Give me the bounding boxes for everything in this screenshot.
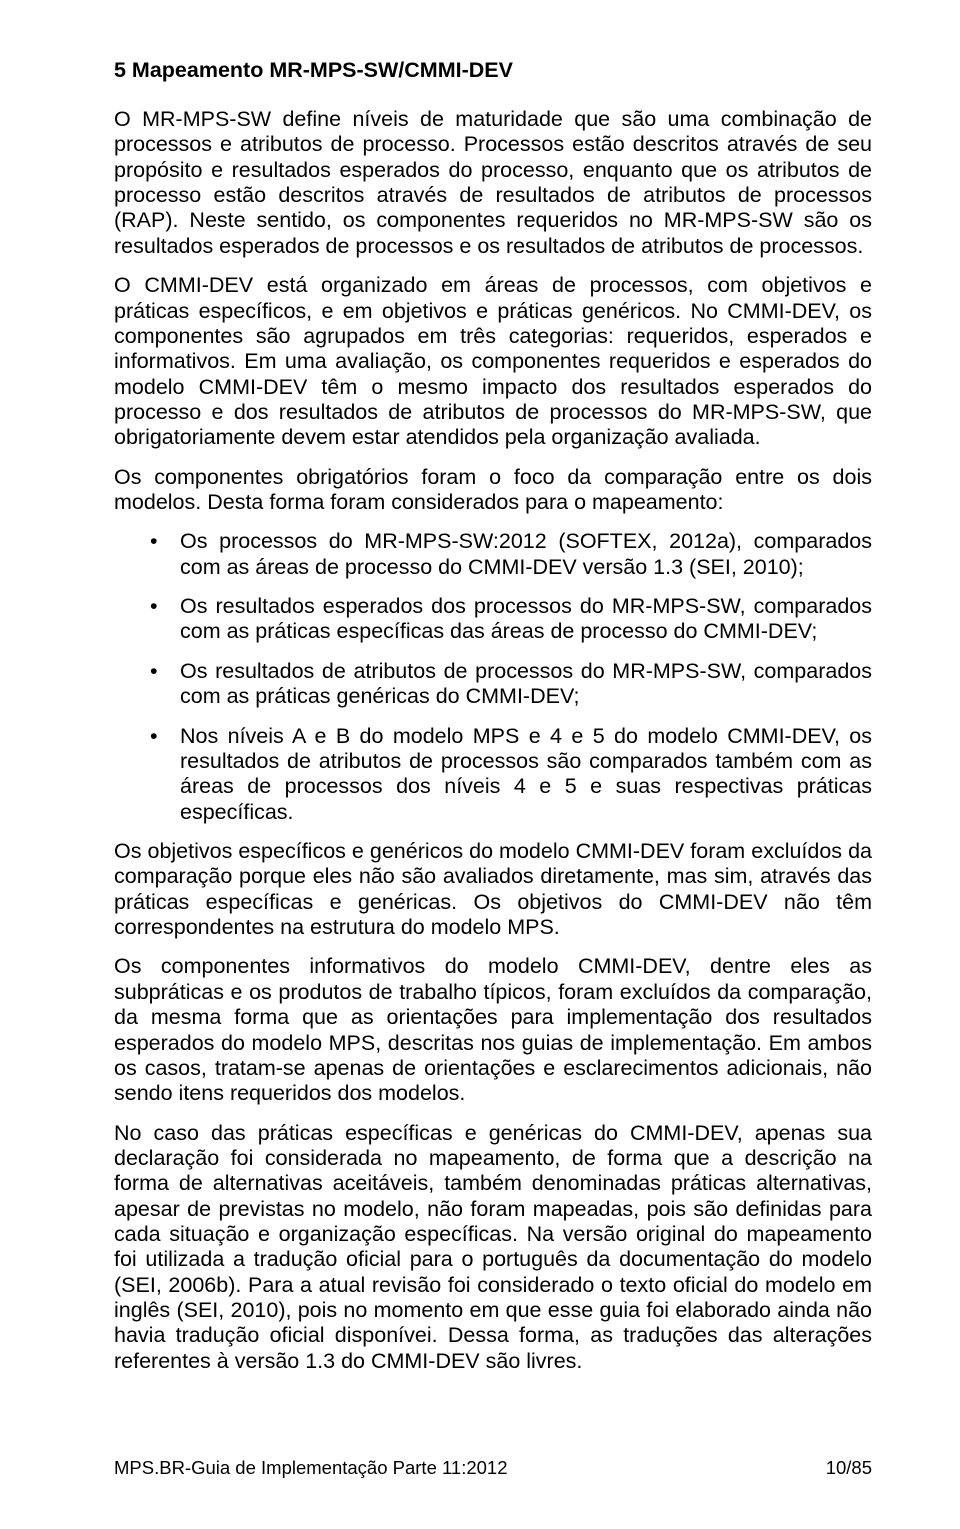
page: 5 Mapeamento MR-MPS-SW/CMMI-DEV O MR-MPS… [0, 0, 960, 1529]
bullet-item: Os resultados esperados dos processos do… [114, 594, 872, 645]
paragraph: Os objetivos específicos e genéricos do … [114, 839, 872, 940]
footer-right: 10/85 [826, 1457, 872, 1479]
paragraph: No caso das práticas específicas e genér… [114, 1121, 872, 1375]
paragraph: Os componentes obrigatórios foram o foco… [114, 465, 872, 516]
bullet-list: Os processos do MR-MPS-SW:2012 (SOFTEX, … [114, 529, 872, 825]
page-footer: MPS.BR-Guia de Implementação Parte 11:20… [114, 1457, 872, 1479]
footer-left: MPS.BR-Guia de Implementação Parte 11:20… [114, 1457, 508, 1479]
bullet-item: Os resultados de atributos de processos … [114, 659, 872, 710]
paragraph: O MR-MPS-SW define níveis de maturidade … [114, 107, 872, 259]
section-heading: 5 Mapeamento MR-MPS-SW/CMMI-DEV [114, 58, 872, 83]
bullet-item: Nos níveis A e B do modelo MPS e 4 e 5 d… [114, 724, 872, 825]
paragraph: Os componentes informativos do modelo CM… [114, 954, 872, 1106]
bullet-item: Os processos do MR-MPS-SW:2012 (SOFTEX, … [114, 529, 872, 580]
paragraph: O CMMI-DEV está organizado em áreas de p… [114, 273, 872, 451]
